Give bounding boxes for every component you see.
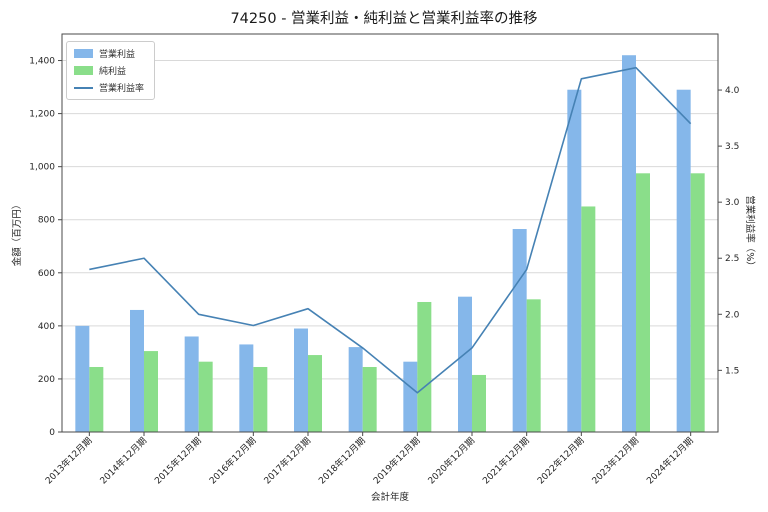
- bar-operating-profit: [184, 336, 199, 432]
- y-right-tick-label: 2.5: [725, 254, 739, 264]
- bar-operating-profit: [567, 89, 582, 432]
- bar-net-profit: [690, 173, 705, 433]
- legend-item-net-profit: 純利益: [74, 64, 144, 77]
- line-operating-margin: [89, 66, 692, 394]
- y-axis-right-label: 営業利益率（%）: [744, 195, 755, 271]
- bar-net-profit: [526, 299, 541, 432]
- x-tick-label: 2016年12月期: [207, 435, 259, 487]
- x-tick-label: 2021年12月期: [480, 435, 532, 487]
- bar-operating-profit: [130, 309, 144, 432]
- bar-net-profit: [636, 173, 650, 433]
- bar-operating-profit: [348, 347, 363, 432]
- x-tick-label: 2017年12月期: [261, 435, 313, 487]
- y-left-tick-label: 200: [38, 375, 55, 385]
- legend-label-net-profit: 純利益: [99, 67, 127, 77]
- x-tick-label: 2014年12月期: [97, 435, 149, 487]
- bar-operating-profit: [75, 325, 90, 432]
- legend-swatch-net-profit: [74, 66, 93, 75]
- bar-net-profit: [472, 374, 486, 432]
- bar-net-profit: [581, 206, 596, 432]
- y-right-tick-label: 2.0: [725, 310, 740, 320]
- x-tick-label: 2023年12月期: [589, 435, 641, 487]
- bar-operating-profit: [294, 328, 308, 432]
- y-left-tick-label: 1,200: [29, 110, 55, 120]
- legend-label-operating-margin: 営業利益率: [99, 84, 145, 94]
- y-left-tick-label: 0: [49, 428, 55, 438]
- bar-operating-profit: [676, 89, 691, 432]
- y-right-tick-label: 3.5: [725, 142, 739, 152]
- y-left-tick-label: 1,400: [29, 57, 55, 67]
- legend-swatch-operating-profit: [74, 49, 93, 58]
- bar-net-profit: [308, 355, 322, 432]
- legend-swatch-operating-margin-line: [74, 86, 93, 89]
- x-axis-label: 会計年度: [370, 492, 409, 503]
- y-right-tick-label: 3.0: [725, 198, 740, 208]
- bar-net-profit: [89, 366, 104, 432]
- y-left-tick-label: 600: [38, 269, 55, 279]
- y-left-tick-label: 400: [38, 322, 55, 332]
- x-tick-label: 2013年12月期: [43, 435, 95, 487]
- x-tick-label: 2022年12月期: [535, 435, 587, 487]
- x-tick-label: 2015年12月期: [152, 435, 204, 487]
- bar-operating-profit: [458, 296, 472, 432]
- y-right-tick-label: 4.0: [725, 86, 740, 96]
- legend-item-operating-margin: 営業利益率: [74, 81, 144, 94]
- bar-operating-profit: [512, 229, 527, 432]
- bar-net-profit: [253, 366, 268, 432]
- y-left-tick-label: 800: [38, 216, 55, 226]
- plot-border: [61, 33, 719, 433]
- bar-operating-profit: [403, 361, 418, 432]
- legend: 営業利益 純利益 営業利益率: [66, 41, 156, 100]
- x-tick-label: 2024年12月期: [644, 435, 696, 487]
- x-tick-label: 2020年12月期: [425, 435, 477, 487]
- bar-net-profit: [362, 366, 377, 432]
- y-axis-left-label: 金額（百万円）: [12, 199, 23, 267]
- y-right-tick-label: 1.5: [725, 366, 739, 376]
- y-left-tick-label: 1,000: [29, 163, 55, 173]
- legend-label-operating-profit: 営業利益: [99, 50, 136, 60]
- bar-operating-profit: [622, 55, 636, 433]
- bar-net-profit: [417, 301, 432, 432]
- bar-net-profit: [198, 361, 213, 432]
- x-tick-label: 2019年12月期: [371, 435, 423, 487]
- x-tick-label: 2018年12月期: [316, 435, 368, 487]
- bar-operating-profit: [239, 344, 254, 432]
- legend-item-operating-profit: 営業利益: [74, 47, 144, 60]
- bar-net-profit: [144, 351, 158, 432]
- chart-title: 74250 - 営業利益・純利益と営業利益率の推移: [230, 11, 538, 27]
